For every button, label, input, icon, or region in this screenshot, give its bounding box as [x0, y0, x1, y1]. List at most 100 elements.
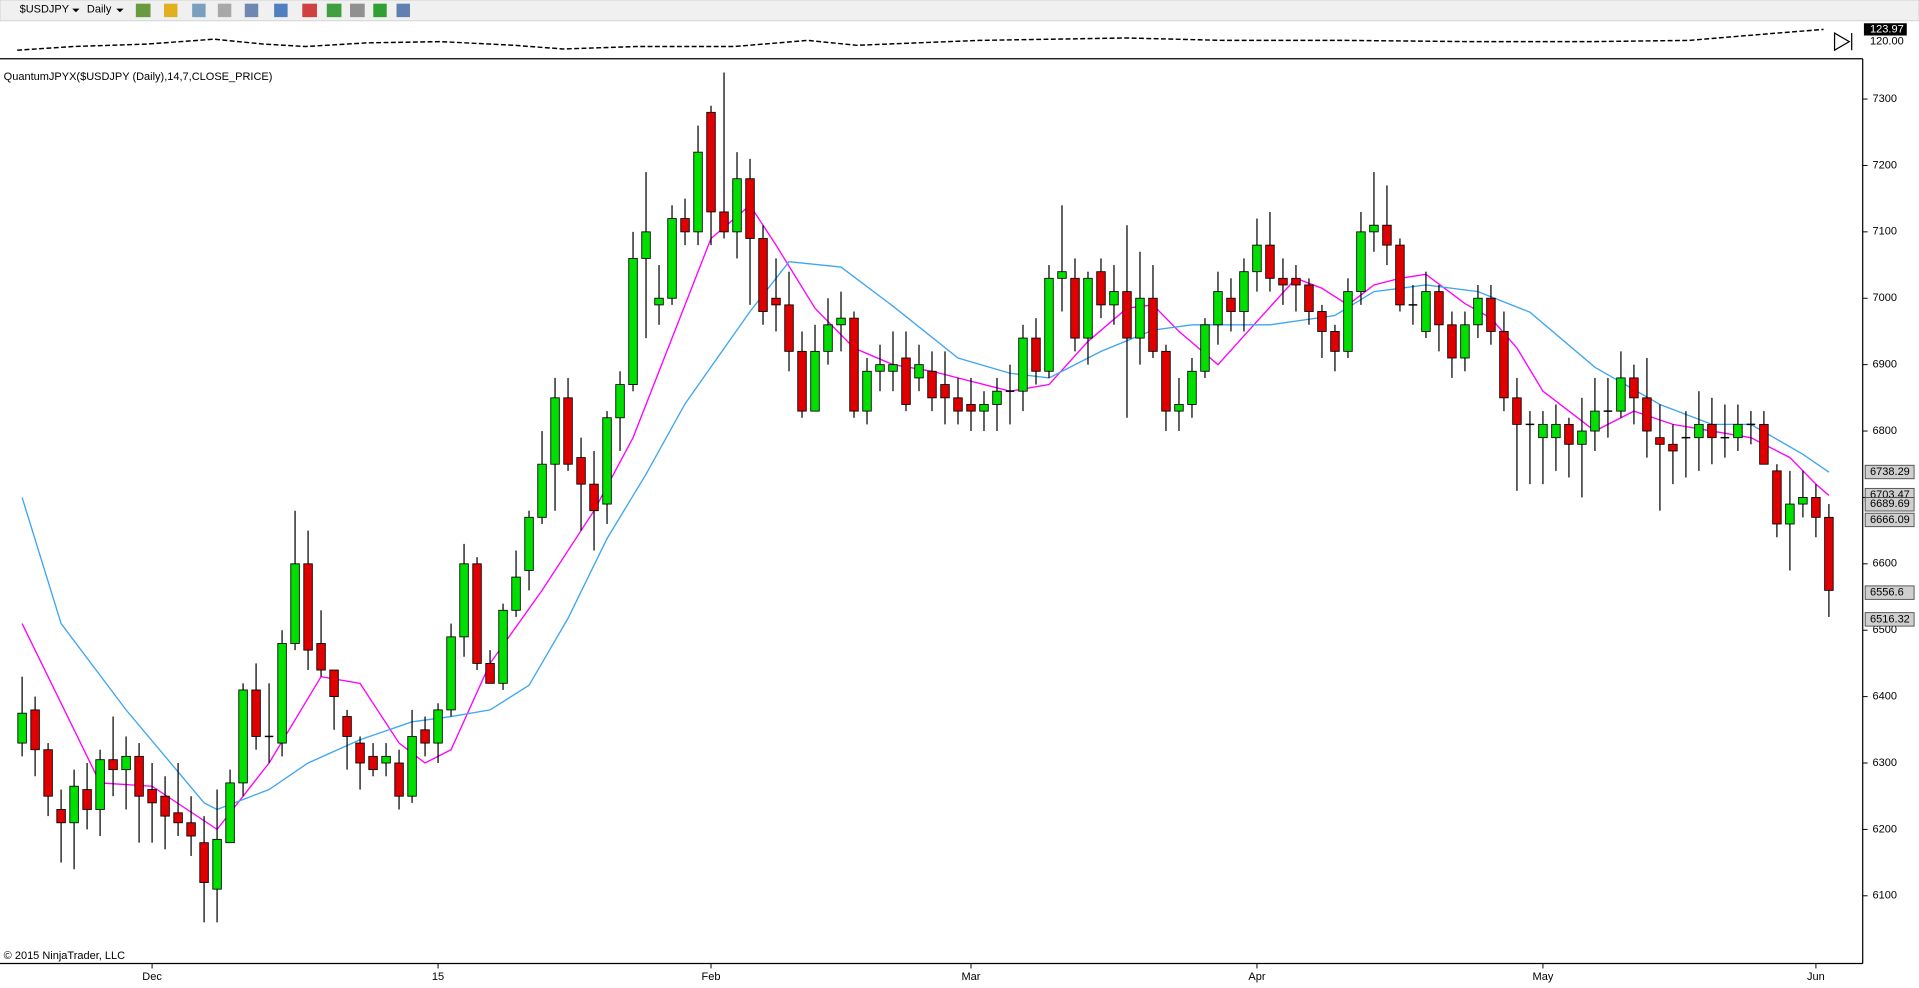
candle-body [1200, 324, 1210, 372]
candle-body [368, 755, 378, 771]
candle-body [602, 417, 612, 505]
candle-body [290, 563, 300, 644]
candle-body [1642, 397, 1652, 432]
candle-body [875, 364, 885, 372]
candle-body [1343, 291, 1353, 352]
toolbar [0, 0, 1919, 22]
price-label: 6738.29 [1870, 466, 1910, 478]
dropdown-arrow[interactable] [72, 8, 80, 13]
candle-body [914, 364, 924, 379]
candle-body [1031, 337, 1041, 372]
candle-body [524, 516, 534, 571]
icon-tool[interactable] [192, 3, 206, 18]
y-tick-label: 6100 [1872, 890, 1896, 902]
candle-body [1213, 291, 1223, 326]
icon-zoom[interactable] [244, 3, 259, 18]
price-label-box [1864, 612, 1915, 627]
candle-body [784, 304, 794, 352]
candle-body [17, 712, 27, 744]
y-tick-label: 6200 [1872, 823, 1896, 835]
candle-body [1265, 244, 1275, 279]
interval-selector[interactable]: Daily [87, 4, 112, 16]
candle-body [1811, 496, 1821, 518]
candle-body [1512, 397, 1522, 425]
candle-body [459, 563, 469, 638]
price-label-box [1864, 512, 1915, 528]
candle-body [251, 689, 261, 737]
candle-body [121, 755, 131, 771]
candle-body [1759, 423, 1769, 465]
candle-body [771, 297, 781, 306]
icon-tool[interactable] [274, 3, 288, 18]
candle-body [1694, 423, 1704, 439]
candle-body [992, 390, 1002, 405]
candle-body [134, 755, 144, 797]
price-label: 6689.69 [1870, 498, 1910, 510]
candle-body [654, 297, 664, 306]
candle-body [43, 749, 53, 797]
candle-body [1382, 224, 1392, 246]
candle-body [1655, 437, 1665, 445]
candle-body [1616, 377, 1626, 412]
candle-body [199, 842, 209, 883]
candle-body [758, 238, 768, 312]
candle-body [1252, 244, 1262, 273]
x-tick-label: Feb [702, 971, 721, 983]
icon-strategy[interactable] [326, 3, 342, 18]
candle-body [342, 716, 352, 737]
candle-body [420, 729, 430, 744]
price-label-box [1864, 464, 1915, 480]
x-tick-label: 15 [432, 971, 444, 983]
icon-draw[interactable] [163, 3, 178, 18]
candle-body [225, 782, 235, 844]
icon-tool[interactable] [396, 3, 410, 18]
candle-body [732, 178, 742, 233]
price-label: 6556.6 [1870, 587, 1904, 599]
candle-body [1486, 297, 1496, 332]
candle-body [329, 669, 339, 698]
candle-body [563, 397, 573, 465]
overview-price [17, 28, 1824, 51]
candle-body [173, 812, 183, 824]
indicator-label: QuantumJPYX($USDJPY (Daily),14,7,CLOSE_P… [4, 71, 273, 83]
candle-body [797, 350, 807, 412]
y-tick-label: 6800 [1872, 425, 1896, 437]
candle-body [680, 218, 690, 233]
icon-tool[interactable] [373, 3, 387, 18]
candle-body [1304, 284, 1314, 312]
price-label-box [1864, 585, 1915, 600]
candle-body [1174, 404, 1184, 412]
x-tick-label: Dec [142, 971, 162, 983]
scroll-end-button[interactable] [1833, 31, 1853, 52]
candle-body [56, 809, 66, 824]
candle-body [446, 636, 456, 711]
dropdown-arrow[interactable] [116, 8, 124, 13]
candle-body [238, 689, 248, 784]
candle-body [108, 759, 118, 771]
icon-indicator[interactable] [302, 3, 317, 18]
candle-body [1577, 430, 1587, 445]
candle-body [940, 384, 950, 399]
candle-body [1668, 443, 1678, 452]
icon-bars[interactable] [135, 3, 151, 18]
icon-tool[interactable] [350, 3, 365, 18]
y-tick-label: 6300 [1872, 757, 1896, 769]
candle-body [485, 662, 495, 684]
overview-tick-label: 120.00 [1870, 36, 1904, 48]
candle-body [810, 350, 820, 412]
toolbar-icons[interactable] [135, 3, 410, 18]
y-tick-label: 6400 [1872, 691, 1896, 703]
candle-body [927, 370, 937, 399]
candle-body [1161, 350, 1171, 412]
price-label: 6516.32 [1870, 613, 1910, 625]
symbol-selector[interactable]: $USDJPY [20, 4, 70, 16]
candle-body [823, 324, 833, 352]
candle-body [1330, 331, 1340, 352]
icon-tool[interactable] [217, 3, 232, 18]
y-tick-label: 7200 [1872, 159, 1896, 171]
candle-body [303, 563, 313, 651]
candle-body [1057, 271, 1067, 279]
